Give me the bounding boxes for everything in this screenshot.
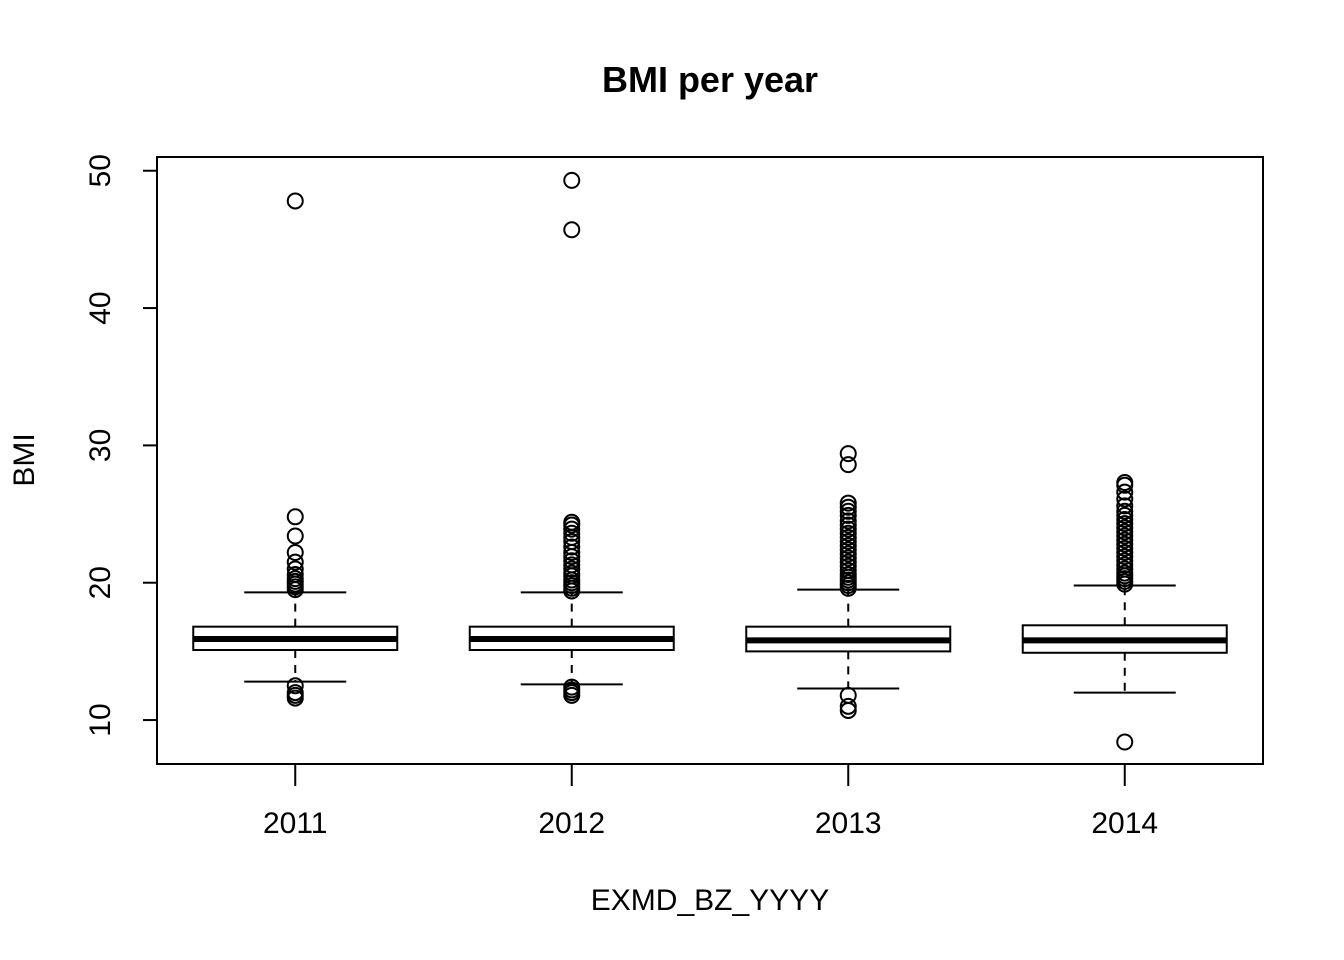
outlier-point [839, 549, 857, 567]
outlier-point [839, 494, 857, 512]
outlier-point [839, 537, 857, 555]
outlier-point [839, 533, 857, 551]
outlier-point [1116, 535, 1134, 553]
y-tick-label: 50 [84, 154, 117, 187]
outlier-point [839, 516, 857, 534]
outlier-point [1116, 506, 1134, 524]
outlier-point [563, 538, 581, 556]
outlier-point [1116, 515, 1134, 533]
outlier-point [1116, 548, 1134, 566]
outlier-point [839, 498, 857, 516]
outlier-point [1116, 502, 1134, 520]
outlier-point [839, 528, 857, 546]
outlier-point [839, 512, 857, 530]
x-tick-label: 2014 [1091, 807, 1158, 840]
outlier-point [563, 560, 581, 578]
outlier-point [286, 508, 304, 526]
outlier-point [839, 445, 857, 463]
outlier-point [839, 545, 857, 563]
outlier-point [1116, 556, 1134, 574]
outlier-point [1116, 575, 1134, 593]
y-tick-label: 30 [84, 429, 117, 462]
y-tick-label: 20 [84, 566, 117, 599]
y-tick-label: 40 [84, 291, 117, 324]
plot-frame [156, 156, 1264, 765]
x-tick-label: 2011 [263, 807, 328, 840]
outlier-point [286, 553, 304, 571]
outlier-point [286, 527, 304, 545]
outlier-point [286, 192, 304, 210]
outlier-point [839, 701, 857, 719]
outlier-point [1116, 539, 1134, 557]
outlier-point [286, 689, 304, 707]
outlier-point [839, 524, 857, 542]
outlier-point [563, 548, 581, 566]
outlier-point [1116, 733, 1134, 751]
x-tick-label: 2013 [815, 807, 882, 840]
outlier-point [839, 456, 857, 474]
outlier-point [1116, 544, 1134, 562]
outlier-point [286, 544, 304, 562]
outlier-point [563, 686, 581, 704]
outlier-point [1116, 511, 1134, 529]
outlier-point [563, 516, 581, 534]
outlier-point [1116, 483, 1134, 501]
outlier-point [563, 544, 581, 562]
outlier-point [1116, 523, 1134, 541]
outlier-point [1116, 490, 1134, 508]
x-axis-label: EXMD_BZ_YYYY [591, 884, 829, 917]
outlier-point [563, 524, 581, 542]
outlier-point [286, 677, 304, 695]
outlier-point [1116, 476, 1134, 494]
outlier-point [1116, 531, 1134, 549]
outlier-point [563, 582, 581, 600]
outlier-point [563, 221, 581, 239]
outlier-point [563, 520, 581, 538]
outlier-point [1116, 519, 1134, 537]
y-axis-label: BMI [8, 433, 41, 486]
outlier-point [839, 579, 857, 597]
chart-title: BMI per year [602, 59, 818, 100]
outlier-point [839, 506, 857, 524]
outlier-point [286, 581, 304, 599]
outlier-point [839, 520, 857, 538]
chart-marks: 10 20 30 40 50 2011 2012 2013 2014 [84, 154, 1228, 840]
outlier-point [839, 502, 857, 520]
outlier-point [1116, 527, 1134, 545]
outlier-point [1116, 497, 1134, 515]
outlier-point [839, 541, 857, 559]
outlier-point [839, 697, 857, 715]
x-tick-label: 2012 [538, 807, 605, 840]
outlier-point [563, 171, 581, 189]
y-tick-label: 10 [84, 703, 117, 736]
outlier-point [839, 557, 857, 575]
